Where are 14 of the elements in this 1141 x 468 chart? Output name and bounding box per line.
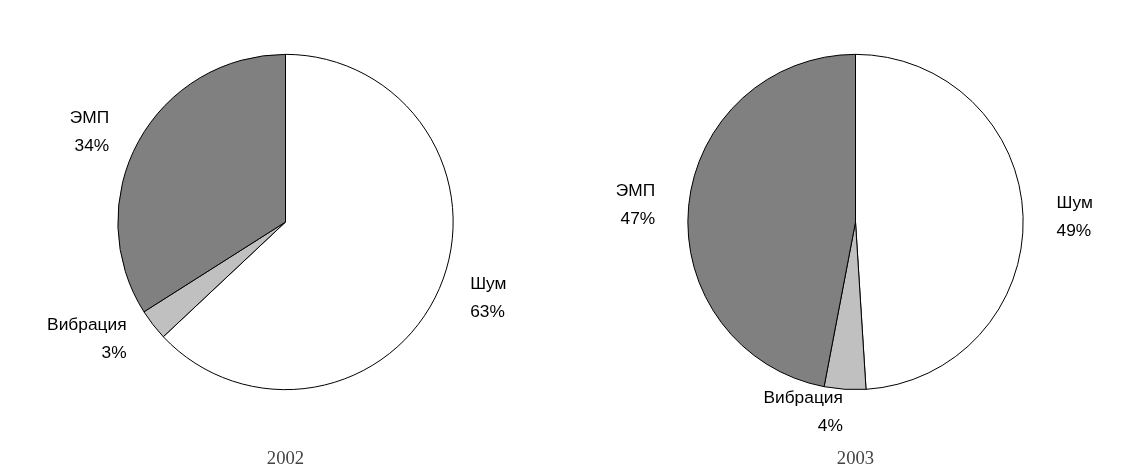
slice-label: Шум bbox=[1056, 192, 1093, 213]
data-label: 4% bbox=[817, 415, 843, 436]
text: 2003 bbox=[836, 446, 875, 468]
data-label: 34% bbox=[74, 134, 110, 155]
data-label: 49% bbox=[1056, 220, 1092, 241]
slice-label: ЭМП bbox=[615, 180, 656, 201]
slice-label: Вибрация bbox=[47, 314, 127, 335]
slice-label: ЭМП bbox=[69, 106, 110, 127]
data-label: 47% bbox=[620, 208, 656, 229]
data-label: 63% bbox=[470, 301, 505, 322]
slice-label: Вибрация bbox=[763, 387, 843, 408]
data-label: 3% bbox=[101, 342, 127, 363]
text: 2002 bbox=[266, 446, 305, 468]
slice-label: Шум bbox=[470, 273, 507, 294]
